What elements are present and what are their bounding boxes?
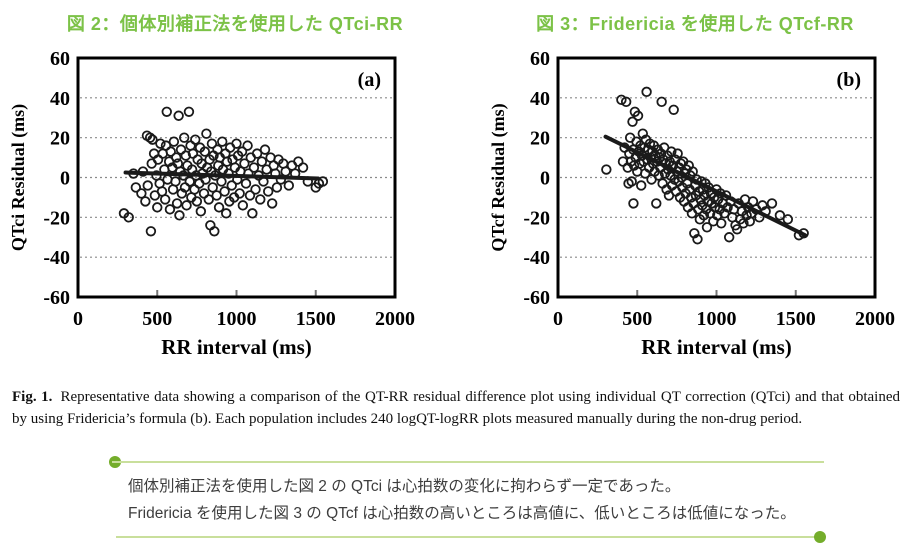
svg-text:0: 0 [73,308,83,330]
svg-text:60: 60 [50,50,70,70]
svg-text:500: 500 [142,308,172,330]
svg-text:QTci Residual (ms): QTci Residual (ms) [8,104,29,251]
svg-text:0: 0 [60,168,70,190]
summary-line-1: 個体別補正法を使用した図 2 の QTci は心拍数の変化に拘わらず一定であった… [128,478,681,495]
svg-text:500: 500 [622,308,652,330]
svg-text:40: 40 [530,88,550,110]
svg-text:RR interval (ms): RR interval (ms) [641,335,791,359]
figure2-title: 図 2：個体別補正法を使用した QTci-RR [66,14,404,34]
svg-text:-20: -20 [523,207,550,229]
summary-bullet-dot-bottom [814,531,826,543]
summary-divider-top [112,461,824,463]
svg-text:20: 20 [50,128,70,150]
svg-text:-60: -60 [43,287,70,309]
svg-text:2000: 2000 [375,308,415,330]
svg-text:60: 60 [530,50,550,70]
svg-text:-40: -40 [523,247,550,269]
svg-text:0: 0 [553,308,563,330]
svg-text:1500: 1500 [296,308,336,330]
summary-line-2: Fridericia を使用した図 3 の QTcf は心拍数の高いところは高値… [128,505,796,522]
svg-text:1000: 1000 [697,308,737,330]
svg-text:RR interval (ms): RR interval (ms) [161,335,311,359]
summary-block: 個体別補正法を使用した図 2 の QTci は心拍数の変化に拘わらず一定であった… [128,473,888,527]
svg-text:QTcf Residual (ms): QTcf Residual (ms) [488,103,509,251]
figure3-title: 図 3：Fridericia を使用した QTcf-RR [536,14,854,34]
summary-divider-bottom [116,536,816,538]
svg-text:(b): (b) [837,69,861,91]
svg-text:(a): (a) [358,69,381,91]
svg-text:40: 40 [50,88,70,110]
svg-text:1000: 1000 [217,308,257,330]
svg-text:0: 0 [540,168,550,190]
svg-text:2000: 2000 [855,308,895,330]
caption-text: Representative data showing a comparison… [12,389,900,428]
svg-text:-40: -40 [43,247,70,269]
caption-label: Fig. 1. [12,389,53,405]
svg-text:-60: -60 [523,287,550,309]
svg-text:-20: -20 [43,207,70,229]
svg-text:1500: 1500 [776,308,816,330]
svg-text:20: 20 [530,128,550,150]
figure-caption: Fig. 1. Representative data showing a com… [12,386,900,430]
